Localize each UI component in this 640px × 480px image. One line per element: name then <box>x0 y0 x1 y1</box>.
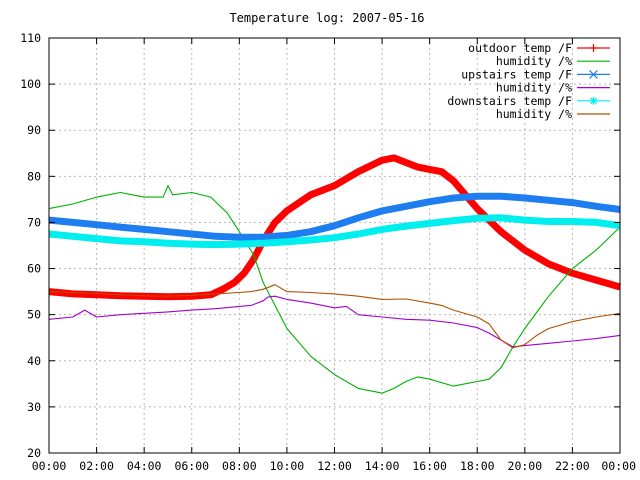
data-point <box>589 69 598 79</box>
x-tick-label: 02:00 <box>79 459 114 473</box>
series-line-outdoor-humidity <box>48 185 621 394</box>
x-tick-label: 00:00 <box>601 459 636 473</box>
x-tick-label: 08:00 <box>222 459 257 473</box>
y-tick-label: 80 <box>27 169 41 183</box>
chart-title: Temperature log: 2007-05-16 <box>229 11 424 25</box>
legend-label: humidity /% <box>496 54 572 68</box>
y-tick-label: 70 <box>27 215 41 229</box>
y-tick-label: 50 <box>27 308 41 322</box>
x-tick-label: 20:00 <box>508 459 543 473</box>
data-point <box>589 44 598 52</box>
y-tick-label: 30 <box>27 400 41 414</box>
data-point <box>589 96 598 105</box>
x-tick-label: 18:00 <box>460 459 495 473</box>
x-tick-label: 12:00 <box>317 459 352 473</box>
x-tick-label: 14:00 <box>365 459 400 473</box>
series-line-downstairs-humidity <box>48 284 621 349</box>
x-tick-label: 00:00 <box>32 459 67 473</box>
y-tick-label: 100 <box>20 77 41 91</box>
x-tick-label: 04:00 <box>127 459 162 473</box>
y-tick-label: 60 <box>27 262 41 276</box>
series-line-upstairs-humidity <box>48 295 621 348</box>
series-line-outdoor-temp <box>48 154 621 301</box>
legend-label: humidity /% <box>496 107 572 121</box>
legend-label: outdoor temp /F <box>468 41 572 55</box>
legend-label: upstairs temp /F <box>461 67 572 81</box>
x-tick-label: 06:00 <box>174 459 209 473</box>
series-layer <box>48 154 621 394</box>
legend-label: humidity /% <box>496 81 572 95</box>
x-tick-label: 10:00 <box>270 459 305 473</box>
legend-label: downstairs temp /F <box>447 94 572 108</box>
x-tick-label: 22:00 <box>555 459 590 473</box>
series-line-upstairs-temp <box>48 192 621 241</box>
y-tick-label: 40 <box>27 354 41 368</box>
y-tick-label: 20 <box>27 446 41 460</box>
x-tick-label: 16:00 <box>412 459 447 473</box>
y-tick-label: 90 <box>27 123 41 137</box>
series-line-downstairs-temp <box>48 214 621 249</box>
axis-ticks: 20 30 40 50 60 70 80 90 100 110 00:00 02:00 04:00 06:… <box>20 31 636 473</box>
y-tick-label: 110 <box>20 31 41 45</box>
